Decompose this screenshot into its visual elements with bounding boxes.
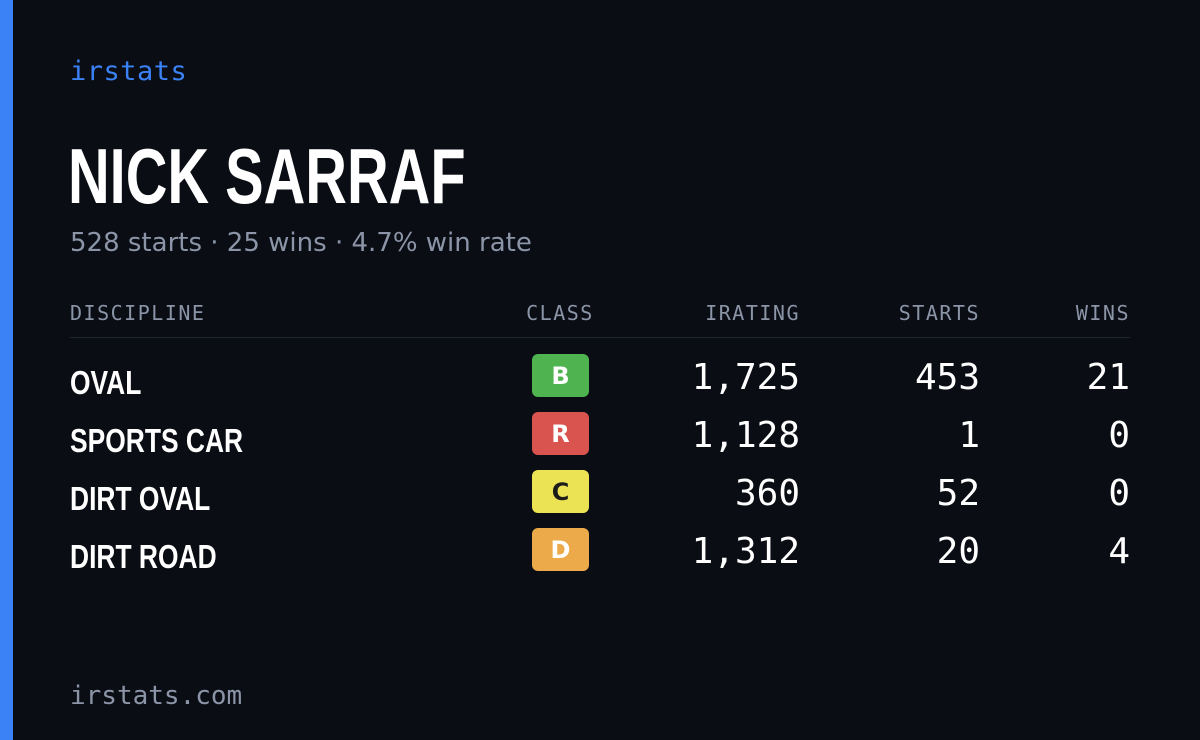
irating-value: 1,128 <box>691 415 800 456</box>
irating-value: 1,725 <box>691 357 800 398</box>
starts-value: 52 <box>936 473 980 514</box>
discipline-name: SPORTS CAR <box>70 422 244 459</box>
summary-win-rate: 4.7% win rate <box>351 228 532 258</box>
summary-separator: · <box>334 228 344 258</box>
accent-bar <box>0 0 13 740</box>
irating-value: 1,312 <box>691 531 800 572</box>
discipline-name: OVAL <box>70 364 142 401</box>
brand-logo: irstats <box>70 56 188 87</box>
class-badge: B <box>532 354 589 397</box>
wins-value: 4 <box>1108 531 1130 572</box>
footer-url: irstats.com <box>70 681 243 711</box>
class-badge: D <box>532 528 589 571</box>
stats-table: DISCIPLINE CLASS IRATING STARTS WINS OVA… <box>70 298 1130 586</box>
driver-name: NICK SARRAF <box>68 132 466 220</box>
class-badge: C <box>532 470 589 513</box>
irating-value: 360 <box>734 473 800 514</box>
wins-value: 21 <box>1086 357 1130 398</box>
discipline-name: DIRT ROAD <box>70 538 217 575</box>
table-row: SPORTS CAR R 1,128 1 0 <box>70 412 1130 470</box>
header-discipline: DISCIPLINE <box>70 301 206 325</box>
class-badge: R <box>532 412 589 455</box>
summary-starts: 528 starts <box>70 228 202 258</box>
table-row: DIRT OVAL C 360 52 0 <box>70 470 1130 528</box>
summary-wins: 25 wins <box>226 228 327 258</box>
driver-summary: 528 starts · 25 wins · 4.7% win rate <box>70 228 532 258</box>
wins-value: 0 <box>1108 473 1130 514</box>
wins-value: 0 <box>1108 415 1130 456</box>
summary-separator: · <box>210 228 219 258</box>
table-header: DISCIPLINE CLASS IRATING STARTS WINS <box>70 298 1130 338</box>
starts-value: 20 <box>936 531 980 572</box>
starts-value: 1 <box>958 415 980 456</box>
header-irating: IRATING <box>705 301 800 325</box>
table-row: DIRT ROAD D 1,312 20 4 <box>70 528 1130 586</box>
table-row: OVAL B 1,725 453 21 <box>70 354 1130 412</box>
discipline-name: DIRT OVAL <box>70 480 211 517</box>
header-starts: STARTS <box>898 301 980 325</box>
header-wins: WINS <box>1075 301 1130 325</box>
starts-value: 453 <box>914 357 980 398</box>
header-class: CLASS <box>526 301 594 325</box>
table-body: OVAL B 1,725 453 21 SPORTS CAR R 1,128 1… <box>70 354 1130 586</box>
